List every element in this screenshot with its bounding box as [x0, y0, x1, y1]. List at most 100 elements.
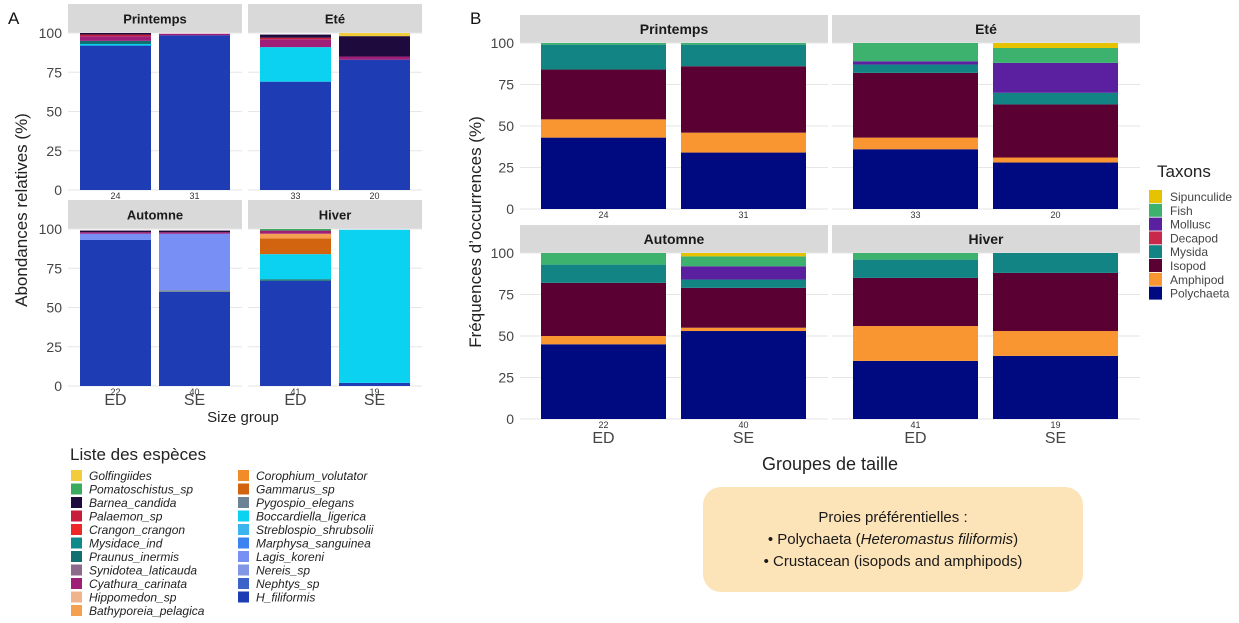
- sample-size-label: 20: [1050, 210, 1060, 220]
- bar-segment-cyathura-carinata: [80, 36, 151, 41]
- bar-segment-lagis-koreni: [80, 233, 151, 240]
- y-tick-label: 0: [506, 411, 514, 427]
- bar-segment-boccardiella-ligerica: [260, 47, 331, 82]
- legend-label: Lagis_koreni: [256, 550, 324, 564]
- legend-swatch: [1149, 203, 1162, 217]
- facet-strip: [520, 15, 828, 43]
- sample-size-label: 22: [598, 420, 608, 430]
- bar-segment-isopod: [993, 104, 1118, 158]
- sample-size-label: 31: [189, 191, 199, 201]
- bar-segment-mysida: [993, 253, 1118, 273]
- bar-segment-cyathura-carinata: [159, 232, 230, 234]
- bar-segment-cyathura-carinata: [159, 33, 230, 36]
- legend-label: Sipunculide: [1170, 190, 1232, 204]
- y-tick-label: 50: [498, 118, 514, 134]
- bar-segment-pomatoschistus-sp: [260, 229, 331, 231]
- legend-label: Nereis_sp: [256, 564, 310, 578]
- legend-swatch: [1149, 245, 1162, 259]
- note-crustacean: • Crustacean (isopods and amphipods): [763, 553, 1023, 570]
- bar-segment-mysida: [681, 279, 806, 288]
- bar-segment-polychaeta: [853, 360, 978, 419]
- legend-swatch: [238, 524, 249, 535]
- bar-segment-cyathura-carinata: [260, 230, 331, 234]
- bar-segment-bathyporeia-pelagica: [260, 233, 331, 239]
- bar-segment-pygospio-elegans: [159, 290, 230, 292]
- x-tick-label: SE: [184, 392, 205, 409]
- bar-segment-h-filiformis: [339, 59, 410, 190]
- bar-segment-mysida: [681, 44, 806, 67]
- legend-swatch: [1149, 286, 1162, 300]
- bar-segment-polychaeta: [993, 355, 1118, 419]
- legend-label: Hippomedon_sp: [89, 591, 177, 605]
- legend-swatch: [238, 564, 249, 576]
- bar-segment-praunus-inermis: [80, 40, 151, 44]
- note-title: Proies préférentielles :: [818, 509, 968, 526]
- bar-segment-mollusc: [993, 62, 1118, 93]
- bar-segment-mysida: [853, 64, 978, 73]
- bar-segment-polychaeta: [993, 162, 1118, 209]
- facet-title: Hiver: [968, 231, 1004, 247]
- facet-strip: [248, 200, 422, 229]
- legend-swatch: [1149, 272, 1162, 286]
- legend-swatch: [71, 591, 82, 603]
- bar-segment-cyathura-carinata: [260, 39, 331, 48]
- sample-size-label: 41: [910, 420, 920, 430]
- bar-segment-sipunculide: [993, 43, 1118, 48]
- bar-segment-boccardiella-ligerica: [80, 43, 151, 46]
- y-tick-label: 100: [491, 245, 515, 261]
- facet-title: Hiver: [319, 208, 352, 223]
- legend-label: Streblospio_shrubsolii: [256, 523, 374, 537]
- bar-segment-amphipod: [993, 331, 1118, 356]
- y-tick-label: 100: [39, 221, 63, 237]
- y-tick-label: 25: [46, 339, 62, 355]
- bar-segment-h-filiformis: [260, 81, 331, 190]
- legend-swatch: [71, 564, 82, 576]
- x-tick-label: SE: [364, 392, 385, 409]
- bar-segment-barnea-candida: [80, 33, 151, 35]
- legend-label: Nephtys_sp: [256, 577, 320, 591]
- legend-label: Bathyporeia_pelagica: [89, 604, 205, 618]
- y-tick-label: 0: [54, 182, 62, 198]
- legend-label: Marphysa_sanguinea: [256, 537, 371, 551]
- legend-label: Praunus_inermis: [89, 550, 179, 564]
- bar-segment-lagis-koreni: [159, 233, 230, 291]
- bar-segment-polychaeta: [541, 137, 666, 209]
- bar-segment-fish: [853, 253, 978, 260]
- legend-label: Crangon_crangon: [89, 523, 185, 537]
- bar-segment-mollusc: [681, 266, 806, 280]
- legend-label: Mollusc: [1170, 218, 1211, 232]
- x-tick-label: SE: [733, 430, 754, 447]
- legend-swatch: [71, 510, 82, 522]
- bar-segment-cyathura-carinata: [80, 232, 151, 234]
- bar-segment-barnea-candida: [260, 34, 331, 38]
- bar-segment-praunus-inermis: [260, 279, 331, 281]
- bar-segment-isopod: [541, 282, 666, 336]
- y-tick-label: 100: [491, 35, 515, 51]
- x-tick-label: ED: [284, 392, 306, 409]
- y-tick-label: 50: [46, 300, 62, 316]
- bar-segment-amphipod: [993, 157, 1118, 163]
- legend-swatch: [71, 483, 82, 495]
- bar-segment-barnea-candida: [159, 230, 230, 233]
- bar-segment-isopod: [681, 287, 806, 328]
- facet-title: Automne: [644, 231, 705, 247]
- legend-swatch: [1149, 231, 1162, 245]
- bar-segment-amphipod: [541, 336, 666, 345]
- legend-label: Gammarus_sp: [256, 483, 335, 497]
- panel-label: B: [470, 9, 481, 28]
- bar-segment-amphipod: [681, 132, 806, 153]
- legend-label: Palaemon_sp: [89, 510, 163, 524]
- bar-segment-fish: [541, 253, 666, 265]
- y-tick-label: 0: [506, 201, 514, 217]
- legend-title: Liste des espèces: [70, 445, 206, 464]
- legend-label: Amphipod: [1170, 273, 1224, 287]
- sample-size-label: 31: [738, 210, 748, 220]
- bar-segment-mysida: [853, 259, 978, 278]
- legend-swatch: [238, 510, 249, 522]
- legend-label: Synidotea_laticauda: [89, 564, 197, 578]
- facet-strip: [248, 4, 422, 33]
- facet-title: Eté: [975, 21, 997, 37]
- bar-segment-amphipod: [681, 327, 806, 332]
- facet-title: Automne: [127, 208, 183, 223]
